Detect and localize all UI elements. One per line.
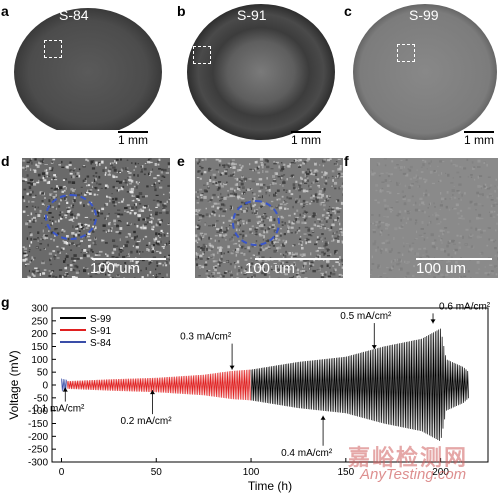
panel-letter-c: c	[344, 3, 352, 19]
annotation-arrowhead	[149, 390, 155, 395]
y-axis-label: Voltage (mV)	[7, 350, 21, 419]
annotation-arrowhead	[229, 365, 235, 370]
highlight-ring	[232, 200, 280, 246]
annotations-group: 0.1 mA/cm² 0.2 mA/cm² 0.3 mA/cm² 0.4 mA/cm²…	[33, 301, 491, 458]
watermark-cn: 嘉峪检测网	[348, 445, 469, 470]
y-tick-label: -150	[28, 419, 48, 430]
legend-label: S-99	[90, 314, 112, 325]
scale-bar	[416, 258, 492, 260]
annotation-label: 0.2 mA/cm²	[120, 416, 172, 427]
sample-label-s84: S-84	[59, 7, 89, 23]
x-tick-label: 100	[243, 467, 260, 478]
x-tick-label: 150	[337, 467, 354, 478]
y-tick-label: 250	[31, 316, 48, 327]
x-tick-label: 50	[151, 467, 163, 478]
sample-disc-s91	[187, 4, 335, 140]
scale-label: 1 mm	[291, 133, 321, 147]
y-tick-label: -50	[34, 393, 49, 404]
zoom-region-box	[193, 46, 211, 64]
annotation-label: 0.5 mA/cm²	[340, 311, 392, 322]
y-tick-label: -100	[28, 406, 48, 417]
sample-label-s99: S-99	[409, 7, 439, 23]
scale-label: 1 mm	[464, 133, 494, 147]
sem-image-s99: 100 um	[370, 158, 498, 278]
annotation-arrowhead	[430, 319, 436, 324]
annotation-arrowhead	[320, 415, 326, 420]
x-tick-label: 200	[432, 467, 449, 478]
scale-bar	[255, 258, 339, 260]
panel-letter-d: d	[1, 153, 10, 169]
legend-label: S-84	[90, 338, 112, 349]
annotation-label: 0.6 mA/cm²	[439, 301, 491, 312]
voltage-time-chart: 0 50 100 150 200-300-250-200-150-100-5005010…	[7, 301, 491, 493]
panel-letter-b: b	[177, 3, 186, 19]
y-tick-label: -250	[28, 445, 48, 456]
legend: S-99S-91S-84	[60, 314, 112, 349]
x-tick-label: 0	[59, 467, 65, 478]
y-tick-label: 0	[42, 381, 48, 392]
y-tick-label: 50	[37, 368, 49, 379]
y-tick-label: -200	[28, 432, 48, 443]
panel-letter-g: g	[1, 294, 10, 310]
y-tick-label: 200	[31, 329, 48, 340]
panel-letter-f: f	[344, 153, 349, 169]
axes-group: 0 50 100 150 200-300-250-200-150-100-5005010…	[7, 304, 489, 493]
panel-letter-a: a	[1, 3, 9, 19]
x-axis-label: Time (h)	[248, 479, 292, 493]
panel-letter-e: e	[177, 153, 185, 169]
legend-label: S-91	[90, 326, 112, 337]
y-tick-label: 100	[31, 355, 48, 366]
scale-label: 100 um	[90, 260, 141, 277]
scale-bar	[118, 131, 148, 133]
scale-bar	[464, 131, 494, 133]
zoom-region-box	[44, 40, 62, 58]
y-tick-label: 300	[31, 304, 48, 315]
annotation-arrowhead	[62, 387, 68, 392]
annotation-label: 0.3 mA/cm²	[180, 332, 232, 343]
sample-disc-s84	[14, 8, 162, 130]
scale-bar	[291, 131, 321, 133]
watermark-en: AnyTesting.com	[360, 466, 467, 483]
scale-bar	[92, 258, 166, 260]
annotation-arrowhead	[371, 345, 377, 350]
y-tick-label: 150	[31, 342, 48, 353]
zoom-region-box	[397, 44, 415, 62]
scale-label: 100 um	[416, 260, 467, 277]
sem-texture	[370, 158, 498, 278]
sample-disc-s99	[353, 4, 497, 140]
scale-label: 1 mm	[118, 133, 148, 147]
sample-label-s91: S-91	[237, 7, 267, 23]
annotation-label: 0.1 mA/cm²	[33, 404, 85, 415]
highlight-ring	[45, 194, 97, 240]
scale-label: 100 um	[245, 260, 296, 277]
series-s-99	[250, 328, 469, 441]
annotation-label: 0.4 mA/cm²	[281, 448, 333, 459]
series-s-91	[66, 369, 251, 401]
y-tick-label: -300	[28, 458, 48, 469]
